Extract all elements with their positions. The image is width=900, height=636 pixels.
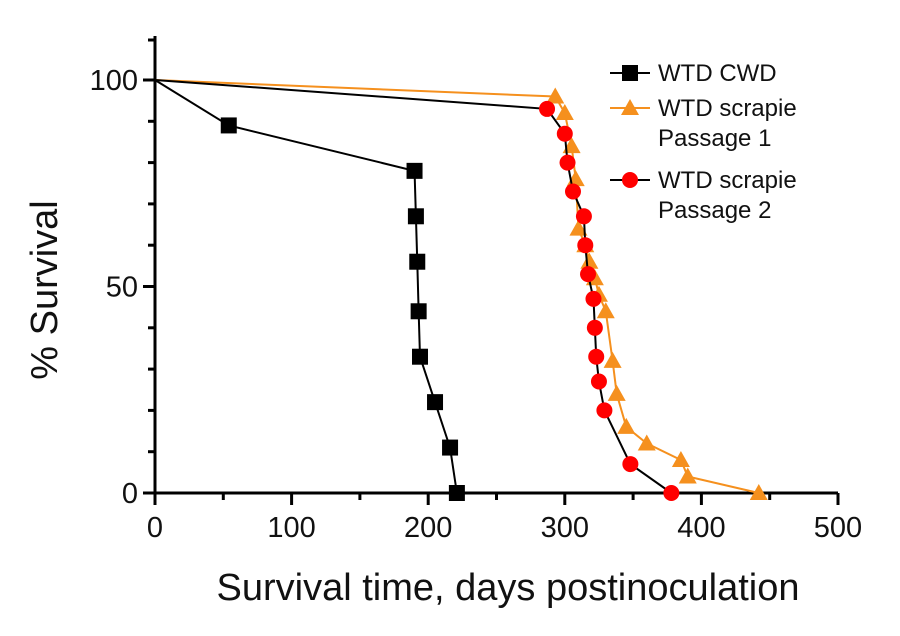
- x-tick-label: 200: [404, 512, 452, 544]
- wtd-scrapie-passage-1-point: [580, 252, 599, 269]
- legend-marker-wtd-scrapie-passage-1: [621, 99, 639, 115]
- wtd-scrapie-passage-2-point: [580, 266, 597, 283]
- wtd-scrapie-passage-2-point: [590, 373, 607, 390]
- x-tick-label: 0: [147, 512, 163, 544]
- wtd-cwd-point: [410, 303, 427, 320]
- wtd-scrapie-passage-1-point: [749, 484, 768, 500]
- y-tick-label: 100: [90, 65, 138, 97]
- wtd-scrapie-passage-2-point: [559, 154, 576, 171]
- x-axis-title: Survival time, days postinoculation: [217, 567, 800, 609]
- wtd-scrapie-passage-2-point: [622, 456, 639, 473]
- wtd-scrapie-passage-2-line: [154, 79, 672, 494]
- wtd-scrapie-passage-2-point: [577, 237, 594, 254]
- legend-label-wtd-scrapie-passage-2: WTD scrapie: [658, 167, 797, 194]
- wtd-scrapie-passage-2-point: [556, 125, 573, 142]
- wtd-scrapie-passage-1-point: [555, 104, 574, 121]
- legend-label-wtd-cwd: WTD CWD: [658, 60, 777, 87]
- x-tick-label: 100: [267, 512, 315, 544]
- wtd-scrapie-passage-2-point: [663, 485, 680, 501]
- wtd-cwd-point: [406, 162, 423, 179]
- wtd-scrapie-passage-1-point: [637, 434, 656, 451]
- wtd-scrapie-passage-1-point: [569, 219, 588, 236]
- wtd-scrapie-passage-2-point: [575, 208, 592, 225]
- legend-label-wtd-scrapie-passage-2: Passage 2: [658, 197, 771, 224]
- wtd-scrapie-passage-1-point: [546, 87, 565, 104]
- legend-label-wtd-scrapie-passage-1: WTD scrapie: [658, 95, 797, 122]
- wtd-cwd-point: [220, 117, 237, 134]
- wtd-cwd-point: [448, 485, 465, 501]
- wtd-scrapie-passage-2-point: [596, 402, 613, 419]
- wtd-scrapie-passage-2-point: [539, 100, 556, 117]
- y-tick-label: 50: [106, 272, 138, 304]
- x-tick-label: 500: [814, 512, 862, 544]
- wtd-scrapie-passage-1-point: [603, 351, 622, 368]
- wtd-scrapie-passage-1-point: [678, 467, 697, 484]
- y-axis-title: % Survival: [24, 200, 66, 380]
- wtd-cwd-point: [427, 394, 444, 411]
- legend-label-wtd-scrapie-passage-1: Passage 1: [658, 125, 771, 152]
- wtd-scrapie-passage-2-point: [586, 319, 603, 336]
- wtd-scrapie-passage-2-point: [588, 348, 605, 365]
- y-tick-label: 0: [122, 478, 138, 510]
- wtd-cwd-line: [154, 79, 458, 494]
- wtd-cwd-point: [409, 253, 426, 270]
- wtd-cwd-point: [442, 439, 459, 456]
- legend-marker-wtd-cwd: [622, 65, 638, 81]
- wtd-cwd-point: [412, 348, 429, 365]
- wtd-scrapie-passage-2-point: [585, 290, 602, 307]
- x-tick-label: 300: [541, 512, 589, 544]
- legend-marker-wtd-scrapie-passage-2: [622, 172, 638, 188]
- wtd-scrapie-passage-2-point: [564, 183, 581, 200]
- wtd-scrapie-passage-1-point: [596, 302, 615, 319]
- wtd-scrapie-passage-1-point: [607, 384, 626, 401]
- wtd-cwd-point: [407, 208, 424, 225]
- wtd-scrapie-passage-1-point: [671, 450, 690, 467]
- wtd-scrapie-passage-1-point: [617, 417, 636, 434]
- x-tick-label: 400: [677, 512, 725, 544]
